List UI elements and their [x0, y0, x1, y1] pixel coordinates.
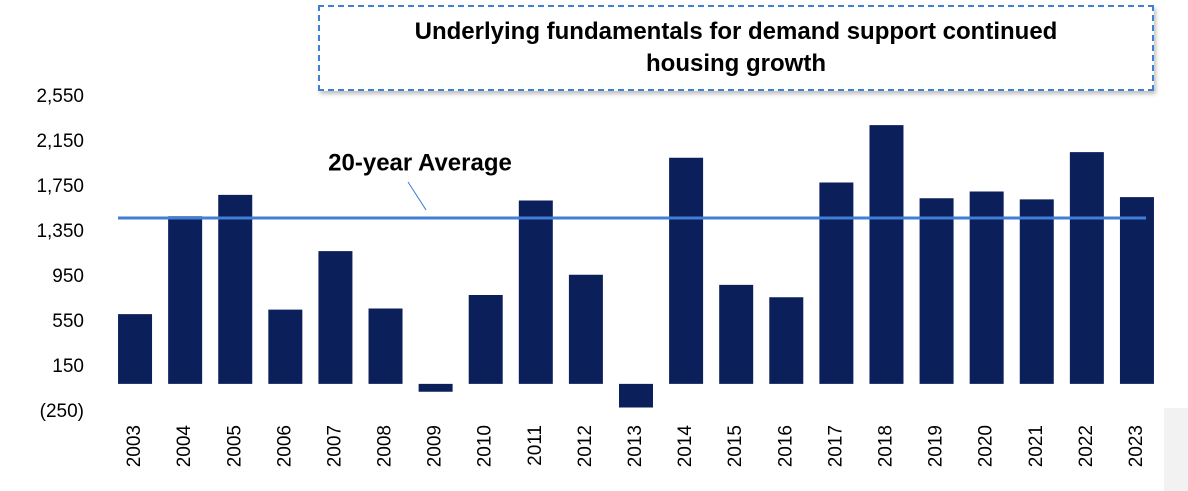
- bar: [619, 383, 653, 408]
- x-tick-label: 2005: [224, 425, 245, 467]
- x-tick-label: 2017: [825, 425, 846, 467]
- x-tick-label: 2023: [1126, 425, 1147, 467]
- bar: [969, 191, 1004, 384]
- bar: [418, 383, 453, 392]
- average-label: 20-year Average: [328, 149, 512, 176]
- x-tick-label: 2003: [124, 425, 145, 467]
- x-tick-label: 2012: [575, 425, 596, 467]
- bar: [669, 157, 704, 384]
- x-tick-label: 2006: [274, 425, 295, 467]
- x-tick-label: 2011: [525, 425, 546, 466]
- y-tick-label: 2,150: [36, 131, 84, 152]
- y-tick-label: 1,350: [36, 221, 84, 242]
- x-tick-label: 2022: [1076, 425, 1097, 467]
- x-tick-label: 2007: [324, 425, 345, 467]
- bar: [1019, 199, 1054, 384]
- x-tick-label: 2020: [976, 425, 997, 467]
- bar: [769, 297, 804, 384]
- annotation-leader: [407, 181, 427, 211]
- bar: [719, 284, 754, 384]
- x-tick-label: 2019: [926, 425, 947, 467]
- bar: [268, 309, 303, 384]
- y-tick-label: 550: [52, 311, 84, 332]
- bar: [468, 295, 503, 384]
- bar: [118, 314, 153, 384]
- x-tick-label: 2021: [1026, 425, 1047, 467]
- x-tick-label: 2016: [775, 425, 796, 467]
- x-tick-label: 2015: [725, 425, 746, 467]
- y-tick-label: 950: [52, 266, 84, 287]
- bar: [1119, 197, 1154, 384]
- x-tick-label: 2018: [875, 425, 896, 467]
- x-tick-label: 2013: [625, 425, 646, 467]
- x-tick-label: 2010: [475, 425, 496, 467]
- y-tick-label: 1,750: [36, 176, 84, 197]
- y-tick-label: 2,550: [36, 86, 84, 107]
- y-tick-label: 150: [52, 356, 84, 377]
- x-tick-label: 2009: [425, 425, 446, 467]
- bar: [218, 194, 253, 384]
- bar: [318, 251, 353, 384]
- bar: [1069, 152, 1104, 384]
- corner-panel: [1164, 408, 1188, 491]
- bar: [869, 125, 904, 384]
- bar: [518, 200, 553, 384]
- y-tick-label: (250): [40, 401, 84, 422]
- x-tick-label: 2004: [174, 425, 195, 468]
- bar: [368, 308, 403, 384]
- chart-title: Underlying fundamentals for demand suppo…: [318, 5, 1154, 91]
- x-tick-label: 2008: [375, 425, 396, 467]
- x-tick-label: 2014: [675, 425, 696, 468]
- bar: [568, 274, 603, 384]
- bar: [919, 198, 954, 384]
- bar: [819, 182, 854, 384]
- bar: [168, 216, 203, 384]
